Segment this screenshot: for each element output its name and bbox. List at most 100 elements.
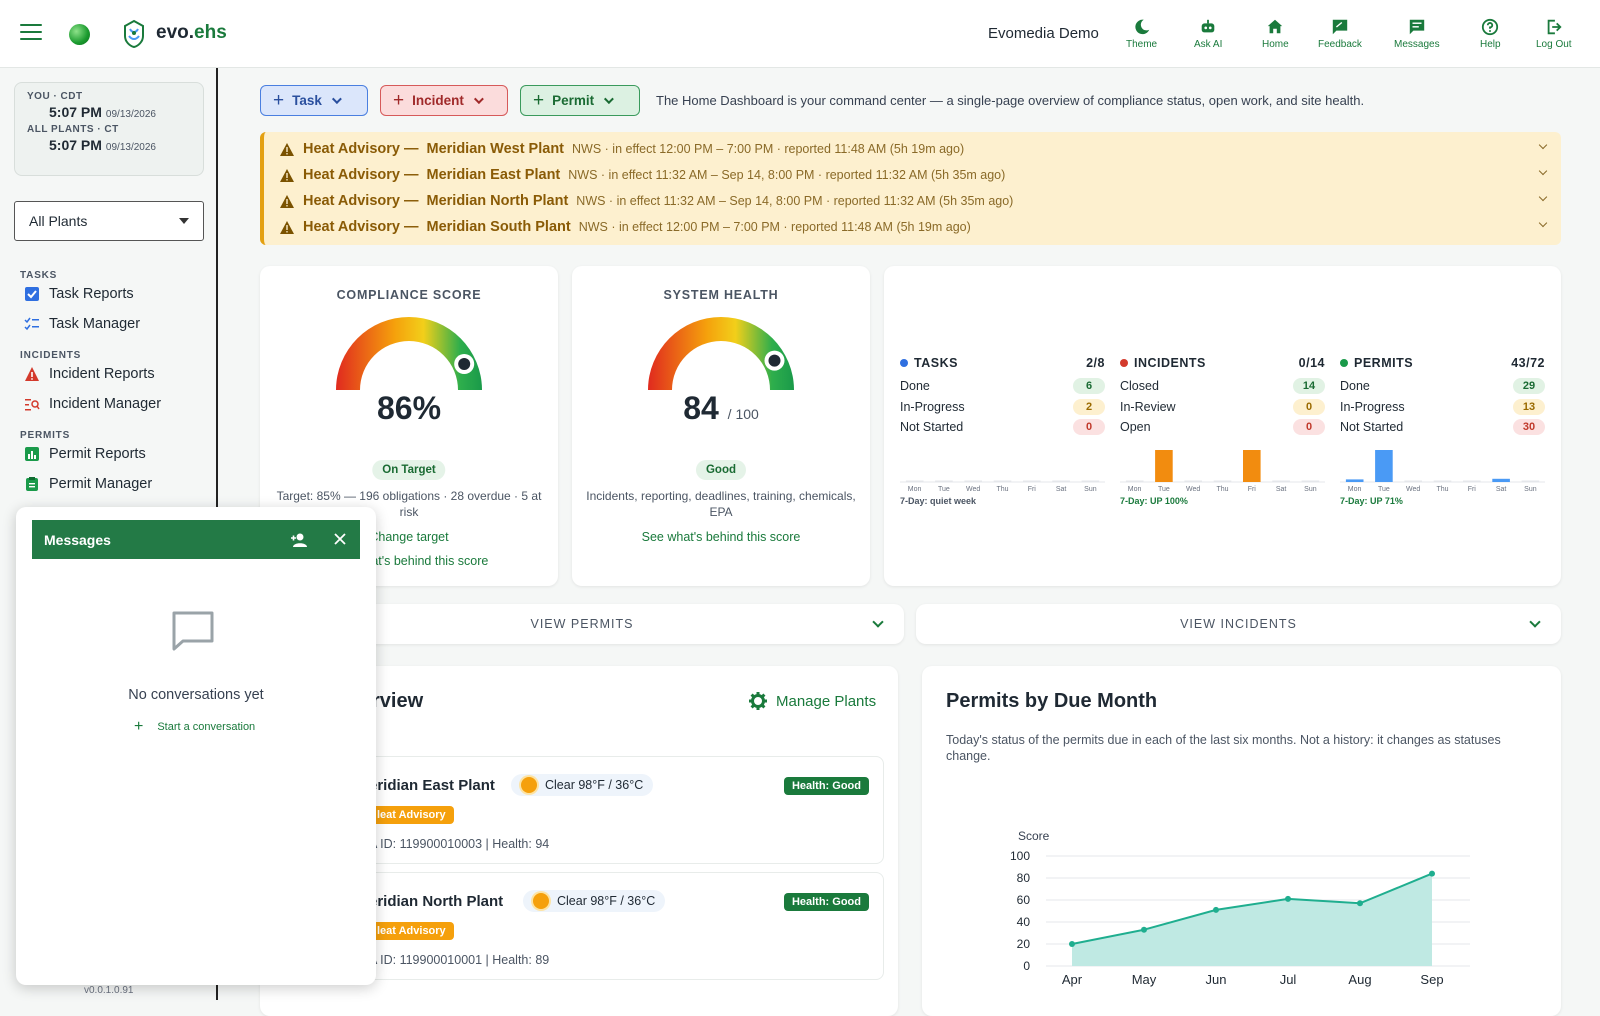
warning-icon	[280, 194, 294, 208]
sidebar-item-incident-reports[interactable]: Incident Reports	[24, 366, 155, 382]
summary-row[interactable]: Not Started 0	[900, 417, 1105, 438]
plant-card[interactable]: eridian North Plant Clear 98°F / 36°C le…	[272, 872, 884, 980]
incidents-dot-icon	[1120, 359, 1128, 367]
y-tick-label: 80	[1017, 871, 1031, 885]
permits-dot-icon	[1340, 359, 1348, 367]
y-axis-label: Score	[1018, 829, 1050, 843]
section-incidents: INCIDENTS	[20, 350, 82, 361]
plant-select[interactable]: All Plants	[14, 201, 204, 241]
data-point[interactable]	[1069, 941, 1075, 947]
sparkline-day-label: Wed	[1186, 486, 1200, 493]
warning-icon	[280, 220, 294, 234]
nav-log-out[interactable]: Log Out	[1536, 18, 1572, 52]
sun-icon	[533, 893, 549, 909]
permits-summary: PERMITS 43/72 Done 29 In-Progress 13 Not St…	[1340, 356, 1545, 506]
section-tasks: TASKS	[20, 270, 58, 281]
sparkline-bar	[935, 480, 953, 482]
add-permit-button[interactable]: + Permit	[520, 85, 640, 116]
chevron-down-icon[interactable]	[1538, 192, 1548, 202]
add-task-button[interactable]: + Task	[260, 85, 368, 116]
plus-icon: +	[533, 90, 545, 111]
nav-home[interactable]: Home	[1262, 18, 1289, 52]
sparkline-day-label: Sun	[1524, 486, 1537, 493]
sidebar-item-permit-manager[interactable]: Permit Manager	[24, 476, 152, 492]
sparkline-bar	[1213, 480, 1232, 482]
plant-card[interactable]: eridian East Plant Clear 98°F / 36°C lea…	[272, 756, 884, 864]
sparkline-bar	[1521, 480, 1540, 482]
sparkline-day-label: Sun	[1084, 486, 1097, 493]
data-point[interactable]	[1141, 926, 1147, 933]
advisory-row[interactable]: Heat Advisory — Meridian West Plant NWS · …	[280, 139, 1548, 159]
close-icon[interactable]	[334, 533, 346, 545]
warning-icon	[25, 367, 39, 381]
summary-row[interactable]: Done 6	[900, 376, 1105, 397]
change-target-link[interactable]: Change target	[369, 530, 449, 544]
sparkline-bar	[1301, 480, 1320, 482]
nav-ask-ai[interactable]: Ask AI	[1194, 18, 1222, 52]
permits-area-chart: Score 0 20 40 60 80 100 Apr May Jun Jul Aug Sep	[1010, 829, 1470, 987]
sparkline-day-label: Fri	[1028, 486, 1037, 493]
weather-chip: Clear 98°F / 36°C	[511, 774, 654, 796]
add-incident-button[interactable]: + Incident	[380, 85, 508, 116]
add-person-icon[interactable]	[290, 532, 308, 548]
nav-feedback[interactable]: Feedback	[1318, 18, 1362, 52]
sparkline-bar	[1463, 480, 1481, 482]
sparkline-day-label: Sun	[1304, 486, 1317, 493]
plant-meta: A ID: 119900010001 | Health: 89	[369, 953, 550, 967]
overview-title: rview	[372, 690, 424, 712]
summary-row[interactable]: In-Progress 13	[1340, 397, 1545, 418]
data-point[interactable]	[1357, 900, 1363, 907]
version-label: v0.0.1.0.91	[84, 985, 134, 996]
data-point[interactable]	[1285, 895, 1291, 902]
sparkline-bar	[905, 480, 924, 482]
sidebar-item-task-reports[interactable]: Task Reports	[24, 286, 134, 302]
advisory-row[interactable]: Heat Advisory — Meridian North Plant NWS ·…	[280, 191, 1548, 211]
plus-icon: +	[134, 718, 144, 735]
manage-plants-button[interactable]: Manage Plants	[748, 691, 876, 711]
sidebar-item-permit-reports[interactable]: Permit Reports	[24, 446, 146, 462]
sparkline-day-label: Sat	[1496, 486, 1507, 493]
chart-title: Permits by Due Month	[946, 690, 1158, 712]
clipboard-icon	[26, 477, 38, 491]
chevron-down-icon[interactable]	[1538, 218, 1548, 228]
sparkline-bar	[1052, 480, 1070, 482]
chat-bubble-icon	[172, 611, 214, 651]
sidebar-item-incident-manager[interactable]: Incident Manager	[24, 396, 161, 412]
chevron-down-icon[interactable]	[1538, 140, 1548, 150]
menu-icon[interactable]	[20, 24, 42, 42]
empty-state-text: No conversations yet	[128, 687, 264, 703]
summary-row[interactable]: Closed 14	[1120, 376, 1325, 397]
brand-name[interactable]: evo.ehs	[156, 22, 227, 43]
summary-row[interactable]: Not Started 30	[1340, 417, 1545, 438]
sparkline-bar	[1272, 480, 1290, 482]
advisory-row[interactable]: Heat Advisory — Meridian East Plant NWS · …	[280, 165, 1548, 185]
y-tick-label: 40	[1017, 915, 1031, 929]
system-health-card: SYSTEM HEALTH 84 / 100 Good Incidents, r…	[572, 266, 870, 586]
chat-icon	[1409, 19, 1424, 35]
chevron-down-icon	[872, 616, 884, 628]
main-content: + Task + Incident + Permit The Home Dashboa…	[234, 68, 1600, 1016]
summary-row[interactable]: Open 0	[1120, 417, 1325, 438]
health-behind-link[interactable]: See what's behind this score	[641, 530, 801, 544]
advisory-row[interactable]: Heat Advisory — Meridian South Plant NWS ·…	[280, 217, 1548, 237]
chevron-down-icon	[1529, 616, 1541, 628]
data-point[interactable]	[1429, 870, 1435, 877]
nav-theme[interactable]: Theme	[1126, 18, 1157, 52]
start-conversation-link[interactable]: + Start a conversation	[134, 718, 256, 735]
sidebar-item-task-manager[interactable]: Task Manager	[24, 316, 140, 332]
data-point[interactable]	[1213, 906, 1219, 913]
logout-icon	[1547, 19, 1562, 35]
summary-row[interactable]: Done 29	[1340, 376, 1545, 397]
nav-messages[interactable]: Messages	[1394, 18, 1440, 52]
summary-row[interactable]: In-Review 0	[1120, 397, 1325, 418]
view-incidents-bar[interactable]: VIEW INCIDENTS	[916, 604, 1561, 644]
warning-icon	[280, 142, 294, 156]
sparkline-day-label: Wed	[1406, 486, 1420, 493]
help-icon	[1482, 18, 1499, 36]
chevron-down-icon	[604, 94, 615, 105]
tasks-sparkline: Mon Tue Wed Thu Fri Sat Sun	[900, 480, 1105, 493]
chevron-down-icon[interactable]	[1538, 166, 1548, 176]
tasks-summary: TASKS 2/8 Done 6 In-Progress 2 Not Started 0…	[900, 356, 1105, 506]
summary-row[interactable]: In-Progress 2	[900, 397, 1105, 418]
nav-help[interactable]: Help	[1480, 18, 1501, 52]
